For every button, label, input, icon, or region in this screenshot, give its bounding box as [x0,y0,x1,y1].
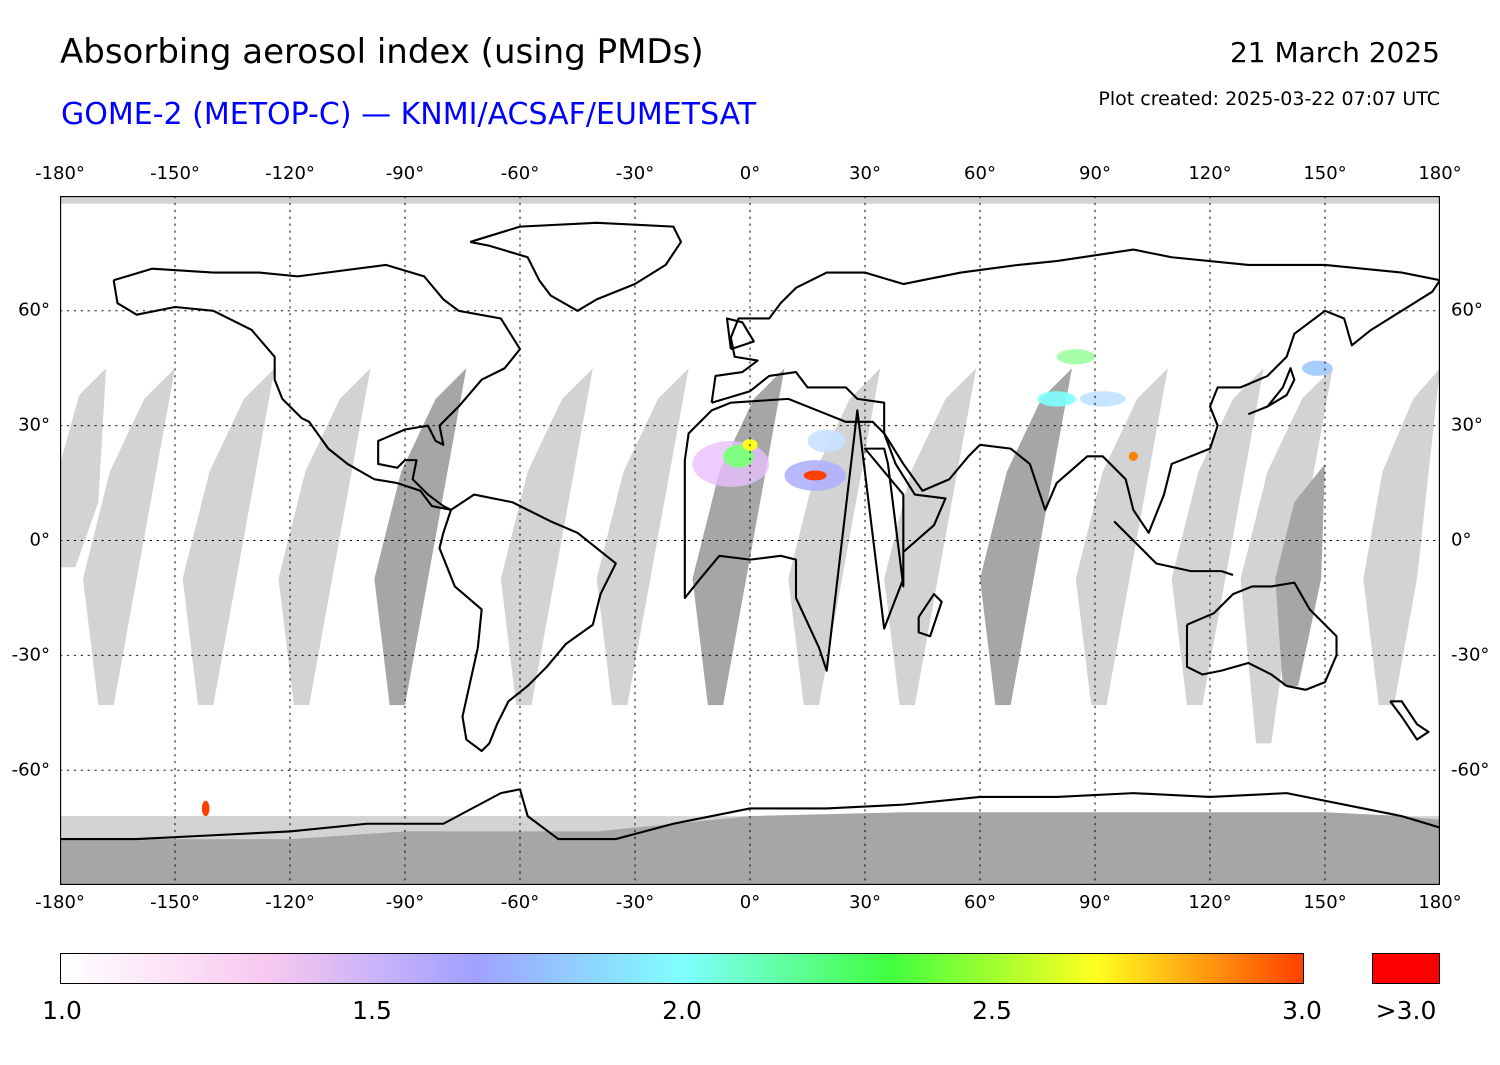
colorbar [60,953,1304,984]
lon-label-bottom: 150° [1303,892,1347,913]
lat-label-left: 30° [18,414,50,436]
lon-label-top: 60° [964,163,996,184]
lon-label-top: 150° [1303,163,1347,184]
coast-antarctica [60,788,1440,841]
coast-africa [683,397,947,672]
coast-uk [725,317,755,351]
lon-label-top: -180° [35,163,85,184]
lon-label-bottom: 0° [739,892,761,913]
no-data-north-band [60,196,1440,204]
lon-label-bottom: 30° [849,892,881,913]
lon-label-bottom: 180° [1418,892,1462,913]
lon-label-bottom: -60° [500,892,540,913]
lon-label-bottom: -180° [35,892,85,913]
lon-label-bottom: -30° [615,892,655,913]
lat-label-right: 30° [1451,414,1483,436]
coast-new-zealand [1389,700,1430,741]
coast-south-america [438,493,617,753]
lon-label-bottom: 120° [1188,892,1232,913]
graticule [60,196,1440,885]
coast-greenland [469,221,683,312]
coast-eurasia [710,248,1440,534]
lon-label-bottom: -90° [385,892,425,913]
lat-label-left: 60° [18,299,50,321]
lat-label-left: -60° [11,759,50,781]
coast-madagascar [917,593,943,638]
lat-label-right: 60° [1451,299,1483,321]
colorbar-tick-label: 2.5 [972,996,1012,1025]
coast-japan [1247,367,1296,416]
map-subtitle: GOME-2 (METOP-C) — KNMI/ACSAF/EUMETSAT [61,97,757,132]
map-date: 21 March 2025 [1229,36,1440,69]
lon-label-bottom: 60° [964,892,996,913]
lat-label-right: -60° [1451,759,1490,781]
lon-label-top: 30° [849,163,881,184]
lon-label-top: -120° [265,163,315,184]
lon-label-top: 0° [739,163,761,184]
lon-label-top: 180° [1418,163,1462,184]
lon-label-bottom: -150° [150,892,200,913]
lat-label-left: -30° [11,644,50,666]
coast-indonesia [1113,520,1234,576]
lon-label-bottom: -120° [265,892,315,913]
lon-label-top: 90° [1079,163,1111,184]
lon-label-top: 120° [1188,163,1232,184]
coast-australia [1185,581,1338,691]
aerosol-index-map [60,196,1440,885]
lat-label-right: 0° [1451,529,1472,551]
colorbar-tick-label: 1.0 [42,996,82,1025]
colorbar-over-label: >3.0 [1375,996,1437,1025]
colorbar-over-swatch [1372,953,1440,984]
plot-created-timestamp: Plot created: 2025-03-22 07:07 UTC [1098,88,1440,110]
colorbar-tick-label: 1.5 [352,996,392,1025]
lon-label-top: -60° [500,163,540,184]
lon-label-bottom: 90° [1079,892,1111,913]
lon-label-top: -90° [385,163,425,184]
map-title: Absorbing aerosol index (using PMDs) [60,32,704,72]
lat-label-right: -30° [1451,644,1490,666]
lat-label-left: 0° [29,529,50,551]
lon-label-top: -150° [150,163,200,184]
colorbar-tick-label: 2.0 [662,996,702,1025]
lon-label-top: -30° [615,163,655,184]
colorbar-tick-label: 3.0 [1282,996,1322,1025]
